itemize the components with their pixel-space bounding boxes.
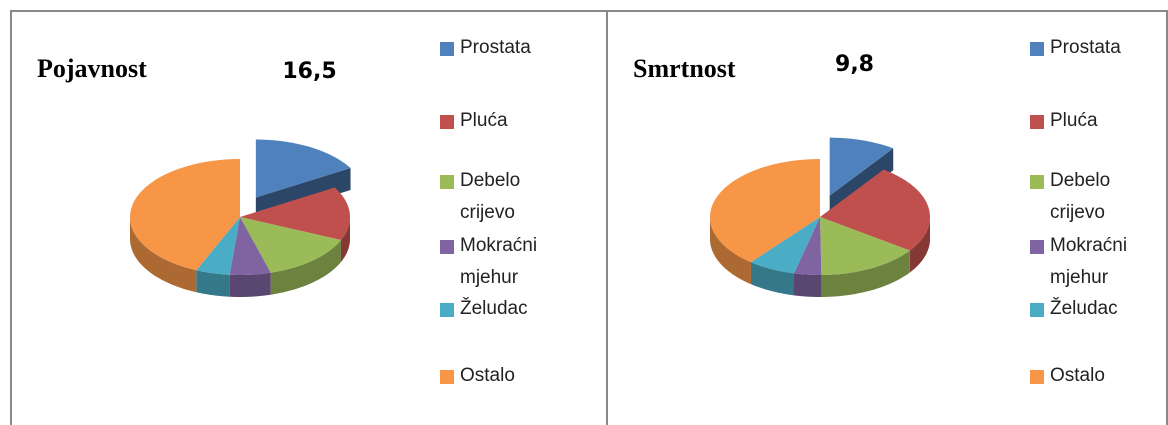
pie-slice: [820, 169, 930, 251]
legend-label: Ostalo: [1050, 365, 1105, 386]
slice-side: [196, 270, 230, 297]
pie-slice: [829, 137, 894, 196]
slice-side: [821, 250, 910, 297]
pie-slice: [240, 187, 350, 241]
legend-swatch: [440, 240, 454, 254]
chart-title: Pojavnost: [37, 54, 147, 83]
legend-label: Želudac: [460, 298, 528, 319]
slice-side: [270, 240, 341, 295]
legend-label: Mokraćni mjehur: [460, 235, 538, 288]
pie-chart: [710, 137, 930, 297]
slice-side: [130, 217, 197, 293]
legend-label: Ostalo: [460, 365, 515, 386]
legend-swatch: [1030, 370, 1044, 384]
legend-swatch: [440, 370, 454, 384]
slice-side: [710, 217, 751, 285]
data-label: 9,8: [835, 52, 874, 78]
legend-label: Želudac: [1050, 298, 1118, 319]
legend-item: Prostata: [440, 32, 570, 64]
legend-item: Debelo crijevo: [1030, 165, 1160, 229]
legend-item: Mokraćni mjehur: [440, 230, 570, 294]
pie-chart: [130, 139, 351, 297]
pie-slice: [750, 217, 820, 274]
legend-swatch: [440, 303, 454, 317]
legend-swatch: [440, 175, 454, 189]
slice-side: [909, 217, 930, 273]
slice-side: [750, 262, 794, 296]
legend-item: Pluća: [440, 105, 570, 137]
legend-item: Pluća: [1030, 105, 1160, 137]
chart-title: Smrtnost: [633, 54, 736, 83]
legend-swatch: [1030, 240, 1044, 254]
legend-swatch: [1030, 42, 1044, 56]
legend-label: Pluća: [460, 110, 508, 131]
legend-label: Debelo crijevo: [1050, 170, 1111, 223]
legend-swatch: [1030, 115, 1044, 129]
legend-item: Mokraćni mjehur: [1030, 230, 1160, 294]
legend-item: Debelo crijevo: [440, 165, 570, 229]
legend-item: Želudac: [440, 293, 570, 325]
pie-slice: [820, 217, 910, 275]
legend-item: Ostalo: [1030, 360, 1160, 392]
pie-slice: [240, 217, 341, 273]
legend-item: Prostata: [1030, 32, 1160, 64]
pie-slice: [255, 139, 351, 198]
legend-swatch: [440, 115, 454, 129]
legend-swatch: [1030, 303, 1044, 317]
pie-slice: [710, 159, 820, 263]
legend-label: Pluća: [1050, 110, 1098, 131]
legend-label: Prostata: [1050, 37, 1121, 58]
legend-label: Debelo crijevo: [460, 170, 521, 223]
legend-label: Mokraćni mjehur: [1050, 235, 1128, 288]
legend-label: Prostata: [460, 37, 531, 58]
data-label: 16,5: [282, 59, 337, 85]
pie-slice: [196, 217, 240, 275]
slice-side: [229, 272, 271, 297]
pie-slice: [130, 159, 240, 271]
chart-panel: Smrtnost 9,8 Prostata Pluća Debelo crijevo Mo…: [606, 10, 1168, 425]
legend-swatch: [440, 42, 454, 56]
legend-swatch: [1030, 175, 1044, 189]
chart-panel: Pojavnost 16,5 Prostata Pluća Debelo crijevo…: [10, 10, 608, 425]
pie-slice: [793, 217, 822, 275]
slice-side: [340, 217, 350, 263]
legend-item: Želudac: [1030, 293, 1160, 325]
legend-item: Ostalo: [440, 360, 570, 392]
pie-slice: [229, 217, 271, 275]
slice-side: [793, 273, 822, 297]
